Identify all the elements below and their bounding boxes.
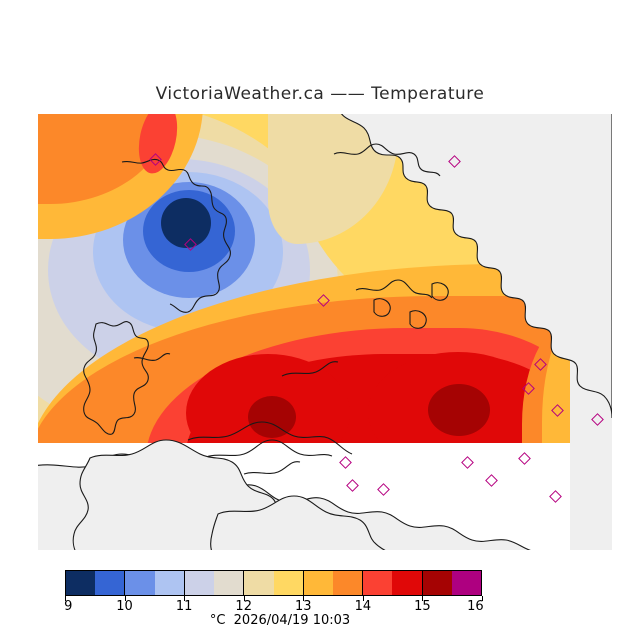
colorbar-swatch-8 (303, 571, 333, 595)
contour-core-sw-darkred (248, 396, 296, 438)
colorbar-swatch-5 (214, 571, 245, 595)
contour-core-se-darkred (428, 384, 490, 436)
page-title: VictoriaWeather.ca —— Temperature (155, 84, 485, 104)
station-far-east[interactable] (591, 412, 605, 426)
colorbar-tickmark-13 (303, 596, 305, 601)
colorbar-ticks: 9 10 11 12 13 14 15 16 (64, 596, 484, 614)
colorbar-swatch-13 (451, 571, 482, 595)
plot-white-gap (38, 443, 570, 550)
colorbar-ticklabel-10: 10 (116, 599, 133, 614)
colorbar-ticklabel-11: 11 (175, 599, 193, 614)
colorbar-swatches[interactable] (65, 570, 482, 596)
temperature-contour-map[interactable] (38, 114, 612, 550)
colorbar-tickmark-12 (243, 596, 245, 601)
colorbar-tickmark-10 (124, 596, 126, 601)
colorbar-swatch-2 (125, 571, 155, 595)
colorbar-ticklabel-9: 9 (64, 599, 73, 614)
colorbar-swatch-4 (184, 571, 215, 595)
colorbar-ticklabel-14: 14 (354, 599, 372, 614)
colorbar-swatch-3 (154, 571, 185, 595)
colorbar-ticklabel-15: 15 (414, 599, 431, 614)
colorbar-swatch-7 (273, 571, 304, 595)
colorbar-ticklabel-12: 12 (235, 599, 252, 614)
colorbar-tickmark-11 (184, 596, 186, 601)
colorbar-swatch-0 (66, 571, 96, 595)
colorbar-tickmark-16 (482, 596, 483, 601)
colorbar-swatch-12 (422, 571, 452, 595)
colorbar-ticklabel-13: 13 (295, 599, 312, 614)
colorbar-swatch-1 (95, 571, 126, 595)
colorbar-swatch-6 (244, 571, 274, 595)
colorbar-tickmark-14 (362, 596, 364, 601)
contour-field (38, 114, 570, 443)
contour-core-cold (161, 198, 211, 248)
colorbar-ticklabel-16: 16 (467, 599, 484, 614)
colorbar-tickmark-9 (65, 596, 66, 601)
colorbar-swatch-11 (392, 571, 423, 595)
colorbar[interactable] (65, 570, 482, 596)
colorbar-swatch-9 (332, 571, 364, 595)
colorbar-swatch-10 (363, 571, 393, 595)
colorbar-caption: °C 2026/04/19 10:03 (209, 613, 351, 628)
colorbar-tickmark-15 (422, 596, 424, 601)
